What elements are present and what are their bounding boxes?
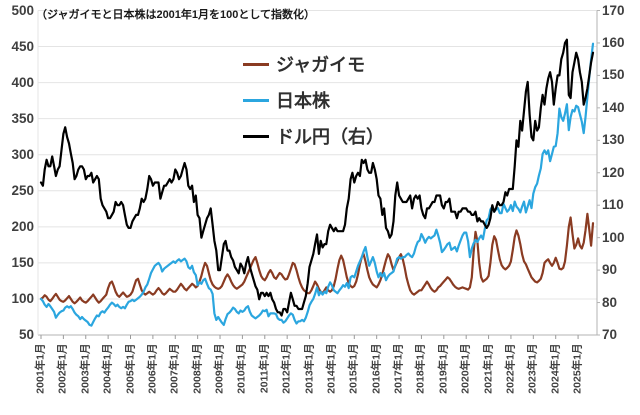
y-axis-right-tick-label: 160 (602, 34, 625, 50)
y-axis-right-tick-label: 80 (602, 294, 618, 310)
legend-swatch-icon (243, 62, 269, 66)
y-axis-left-tick-label: 300 (11, 146, 34, 162)
x-axis-tick-label: 2022年1月 (504, 343, 517, 394)
y-axis-left-tick-label: 100 (11, 290, 34, 306)
x-axis-tick-label: 2003年1月 (79, 343, 92, 394)
x-axis-tick-label: 2009年1月 (213, 343, 226, 394)
x-axis-tick-label: 2021年1月 (482, 343, 495, 394)
x-axis-tick-label: 2006年1月 (146, 343, 159, 394)
series-line-1 (39, 42, 595, 327)
x-axis-tick-label: 2023年1月 (526, 343, 539, 394)
x-axis-tick-label: 2019年1月 (437, 343, 450, 394)
x-axis-tick-label: 2007年1月 (168, 343, 181, 394)
legend-item-2: ドル円（右） (243, 118, 384, 154)
y-axis-left-tick-label: 200 (11, 218, 34, 234)
y-axis-right-tick-label: 70 (602, 327, 618, 342)
y-axis-right-tick-label: 130 (602, 132, 625, 148)
legend-item-0: ジャガイモ (243, 46, 384, 82)
y-axis-right-tick-label: 170 (602, 2, 625, 18)
x-axis-tick-label: 2025年1月 (571, 343, 584, 394)
y-axis-right-tick-label: 100 (602, 229, 625, 245)
y-axis-left-tick-label: 50 (18, 327, 34, 342)
y-axis-right-tick-label: 120 (602, 164, 625, 180)
legend-label: ジャガイモ (276, 55, 366, 75)
y-axis-left-tick-label: 500 (11, 2, 34, 18)
legend-swatch-icon (243, 134, 269, 138)
x-axis-tick-label: 2015年1月 (347, 343, 360, 394)
x-axis-tick-label: 2005年1月 (124, 343, 136, 394)
x-axis-tick-label: 2004年1月 (101, 343, 114, 394)
series-line-2 (39, 38, 595, 317)
legend-label: 日本株 (276, 91, 330, 111)
y-axis-right-tick-label: 140 (602, 99, 625, 115)
chart-note: （ジャガイモと日本株は2001年1月を100として指数化） (36, 9, 316, 21)
x-axis-tick-label: 2014年1月 (325, 343, 338, 394)
y-axis-left-tick-label: 350 (11, 110, 34, 126)
x-axis-tick-label: 2017年1月 (392, 343, 405, 394)
x-axis-tick-label: 2011年1月 (258, 343, 271, 394)
x-axis-tick-label: 2013年1月 (303, 343, 316, 394)
legend-item-1: 日本株 (243, 82, 384, 118)
legend-label: ドル円（右） (276, 127, 384, 147)
x-axis-tick-label: 2012年1月 (280, 343, 293, 394)
x-axis-tick-label: 2016年1月 (370, 343, 383, 394)
series-line-0 (39, 212, 595, 305)
x-axis-tick-label: 2001年1月 (34, 343, 47, 394)
x-axis-tick-label: 2020年1月 (459, 343, 472, 394)
y-axis-right-tick-label: 110 (602, 197, 624, 213)
y-axis-right-tick-label: 150 (602, 67, 625, 83)
y-axis-left-tick-label: 150 (11, 254, 34, 270)
x-axis-tick-label: 2010年1月 (235, 343, 248, 394)
x-axis-tick-label: 2018年1月 (414, 343, 427, 394)
x-axis-tick-label: 2002年1月 (56, 343, 69, 394)
y-axis-left-tick-label: 450 (11, 38, 34, 54)
x-axis-tick-label: 2024年1月 (549, 343, 562, 394)
chart-legend: ジャガイモ日本株ドル円（右） (243, 46, 384, 154)
legend-swatch-icon (243, 98, 269, 102)
y-axis-left-tick-label: 400 (11, 74, 34, 90)
y-axis-left-tick-label: 250 (11, 182, 34, 198)
y-axis-right-tick-label: 90 (602, 262, 618, 278)
x-axis-tick-label: 2008年1月 (191, 343, 204, 394)
